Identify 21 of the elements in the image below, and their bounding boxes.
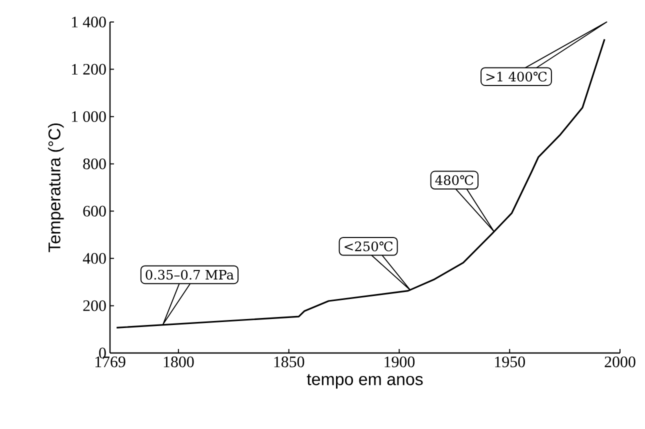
x-axis-title: tempo em anos xyxy=(306,374,423,389)
y-tick-label: 200 xyxy=(83,300,106,312)
x-tick-label: 1900 xyxy=(384,356,415,368)
annotation: 0.35–0.7 MPa xyxy=(146,270,234,280)
x-tick-label: 1950 xyxy=(495,356,525,368)
y-tick-label: 800 xyxy=(83,158,106,170)
y-tick-label: 600 xyxy=(83,206,106,217)
annotation: <250℃ xyxy=(344,241,393,252)
y-tick-label: 400 xyxy=(82,253,106,264)
annotation: >1 400℃ xyxy=(486,72,547,82)
y-axis-title: Temperatura (°C) xyxy=(48,124,64,252)
line-series xyxy=(116,38,606,328)
y-tick-label: 0 xyxy=(99,348,106,358)
y-tick-label: 1 200 xyxy=(72,64,106,75)
x-tick-label: 1769 xyxy=(95,356,126,368)
annotation: 480℃ xyxy=(435,175,474,186)
y-tick-label: 1 400 xyxy=(72,16,106,28)
x-tick-label: 1800 xyxy=(164,356,194,368)
x-tick-label: 2000 xyxy=(604,356,636,368)
x-tick-label: 1850 xyxy=(274,356,304,368)
y-tick-label: 1 000 xyxy=(72,111,106,122)
